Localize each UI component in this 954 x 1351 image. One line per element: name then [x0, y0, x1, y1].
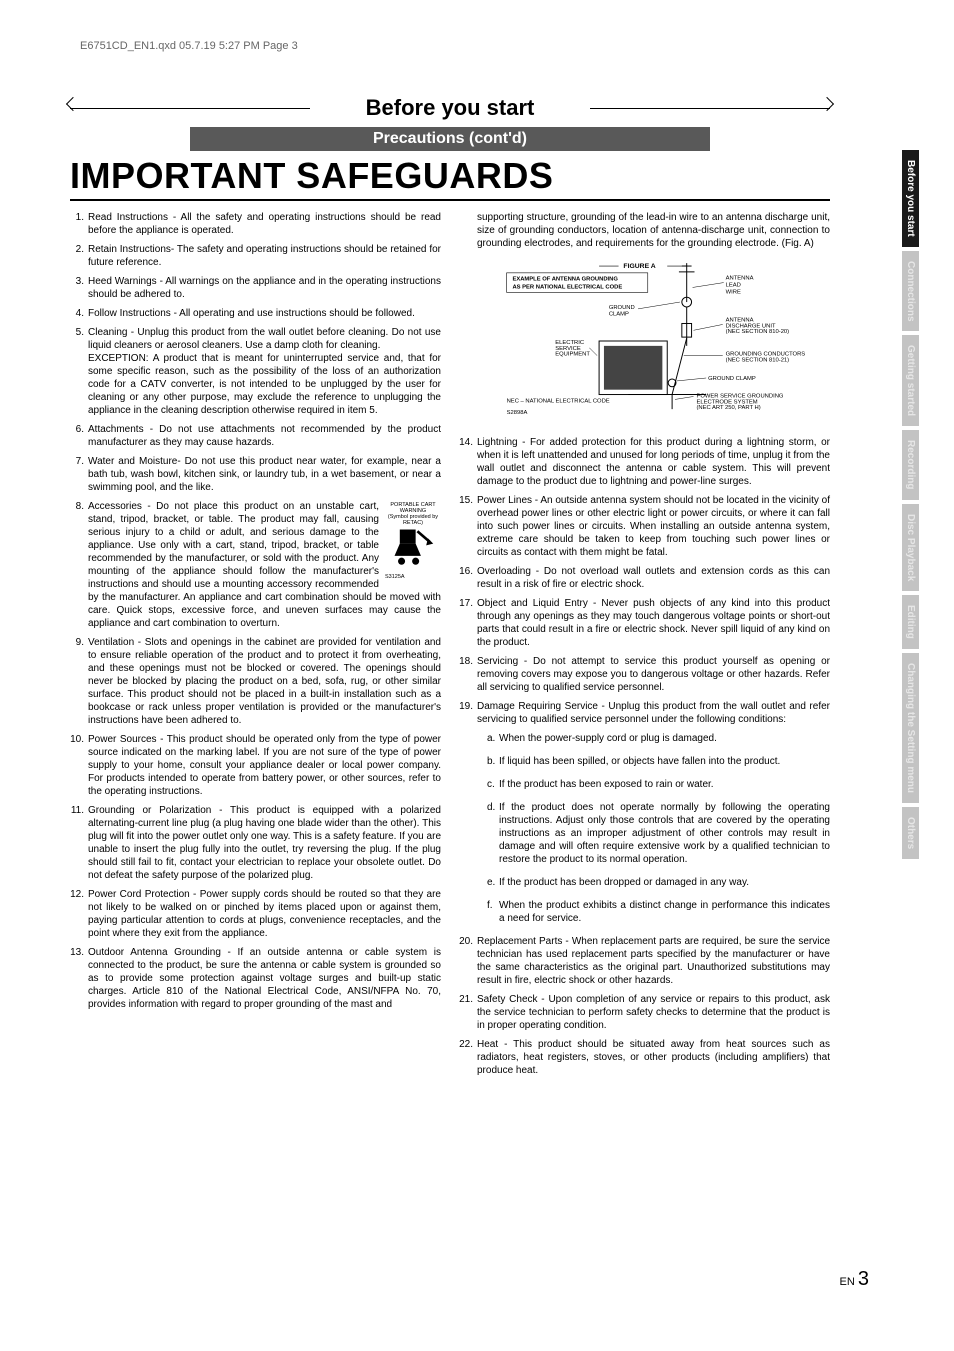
main-heading: IMPORTANT SAFEGUARDS: [70, 155, 830, 201]
section-title-row: Before you start: [70, 95, 830, 121]
svg-text:LEAD: LEAD: [726, 282, 741, 288]
list-item: 8.PORTABLE CART WARNING(Symbol provided …: [70, 500, 441, 630]
svg-text:ANTENNA: ANTENNA: [726, 276, 754, 282]
svg-text:NEC – NATIONAL ELECTRICAL CODE: NEC – NATIONAL ELECTRICAL CODE: [507, 398, 610, 404]
sidebar-tab[interactable]: Editing: [902, 595, 919, 649]
sidebar-tab[interactable]: Before you start: [902, 150, 919, 247]
left-column: 1.Read Instructions - All the safety and…: [70, 211, 441, 1083]
list-item: 9.Ventilation - Slots and openings in th…: [70, 636, 441, 727]
page-number: EN 3: [840, 1268, 869, 1291]
list-item-continuation: supporting structure, grounding of the l…: [459, 211, 830, 250]
svg-text:CLAMP: CLAMP: [609, 312, 629, 318]
sidebar-tab[interactable]: Others: [902, 807, 919, 859]
list-item: 17.Object and Liquid Entry - Never push …: [459, 597, 830, 649]
svg-text:GROUND: GROUND: [609, 305, 635, 311]
subtitle-bar: Precautions (cont'd): [190, 127, 710, 151]
list-subitem: d.If the product does not operate normal…: [459, 801, 830, 870]
list-item: 3.Heed Warnings - All warnings on the ap…: [70, 275, 441, 301]
list-subitem: c.If the product has been exposed to rai…: [459, 778, 830, 795]
list-item: 2.Retain Instructions- The safety and op…: [70, 243, 441, 269]
list-item: 7.Water and Moisture- Do not use this pr…: [70, 455, 441, 494]
list-item: 16.Overloading - Do not overload wall ou…: [459, 565, 830, 591]
sidebar-tabs: Before you start Connections Getting start…: [902, 150, 924, 863]
svg-text:(NEC SECTION 810-20): (NEC SECTION 810-20): [726, 329, 790, 335]
svg-text:(NEC ART 250, PART H): (NEC ART 250, PART H): [696, 405, 760, 411]
list-item: 14.Lightning - For added protection for …: [459, 436, 830, 488]
list-item: 6.Attachments - Do not use attachments n…: [70, 423, 441, 449]
svg-text:EXAMPLE OF ANTENNA GROUNDING: EXAMPLE OF ANTENNA GROUNDING: [512, 277, 618, 283]
sidebar-tab[interactable]: Recording: [902, 430, 919, 499]
sidebar-tab[interactable]: Disc Playback: [902, 504, 919, 591]
sidebar-tab[interactable]: Getting started: [902, 335, 919, 426]
svg-text:EQUIPMENT: EQUIPMENT: [555, 352, 590, 358]
list-subitem: e.If the product has been dropped or dam…: [459, 876, 830, 893]
list-item: 11.Grounding or Polarization - This prod…: [70, 804, 441, 882]
list-item: 12.Power Cord Protection - Power supply …: [70, 888, 441, 940]
list-item: 19.Damage Requiring Service - Unplug thi…: [459, 700, 830, 726]
svg-text:AS PER NATIONAL ELECTRICAL COD: AS PER NATIONAL ELECTRICAL CODE: [512, 284, 622, 290]
header-line: E6751CD_EN1.qxd 05.7.19 5:27 PM Page 3: [80, 40, 298, 52]
svg-text:S2898A: S2898A: [507, 410, 528, 416]
list-item: 1.Read Instructions - All the safety and…: [70, 211, 441, 237]
page-content: Before you start Precautions (cont'd) IM…: [70, 95, 830, 1083]
svg-text:(NEC SECTION 810-21): (NEC SECTION 810-21): [726, 357, 790, 363]
list-item: 4.Follow Instructions - All operating an…: [70, 307, 441, 320]
portable-cart-icon: PORTABLE CART WARNING(Symbol provided by…: [385, 502, 441, 580]
svg-text:FIGURE A: FIGURE A: [623, 263, 655, 270]
list-item: 13.Outdoor Antenna Grounding - If an out…: [70, 946, 441, 1011]
svg-text:WIRE: WIRE: [726, 289, 741, 295]
list-item: 10.Power Sources - This product should b…: [70, 733, 441, 798]
section-title: Before you start: [346, 95, 555, 121]
list-item: 22.Heat - This product should be situate…: [459, 1038, 830, 1077]
list-subitem: a.When the power-supply cord or plug is …: [459, 732, 830, 749]
list-item: 21.Safety Check - Upon completion of any…: [459, 993, 830, 1032]
svg-text:GROUND CLAMP: GROUND CLAMP: [708, 376, 756, 382]
sidebar-tab[interactable]: Changing the Setting menu: [902, 653, 919, 803]
list-item: 5.Cleaning - Unplug this product from th…: [70, 326, 441, 417]
right-column: supporting structure, grounding of the l…: [459, 211, 830, 1083]
sidebar-tab[interactable]: Connections: [902, 251, 919, 332]
list-item: 18.Servicing - Do not attempt to service…: [459, 655, 830, 694]
list-item: 20.Replacement Parts - When replacement …: [459, 935, 830, 987]
list-subitem: f.When the product exhibits a distinct c…: [459, 899, 830, 929]
list-item: 15.Power Lines - An outside antenna syst…: [459, 494, 830, 559]
list-subitem: b.If liquid has been spilled, or objects…: [459, 755, 830, 772]
figure-antenna-grounding: FIGURE A EXAMPLE OF ANTENNA GROUNDINGAS P…: [491, 256, 824, 426]
